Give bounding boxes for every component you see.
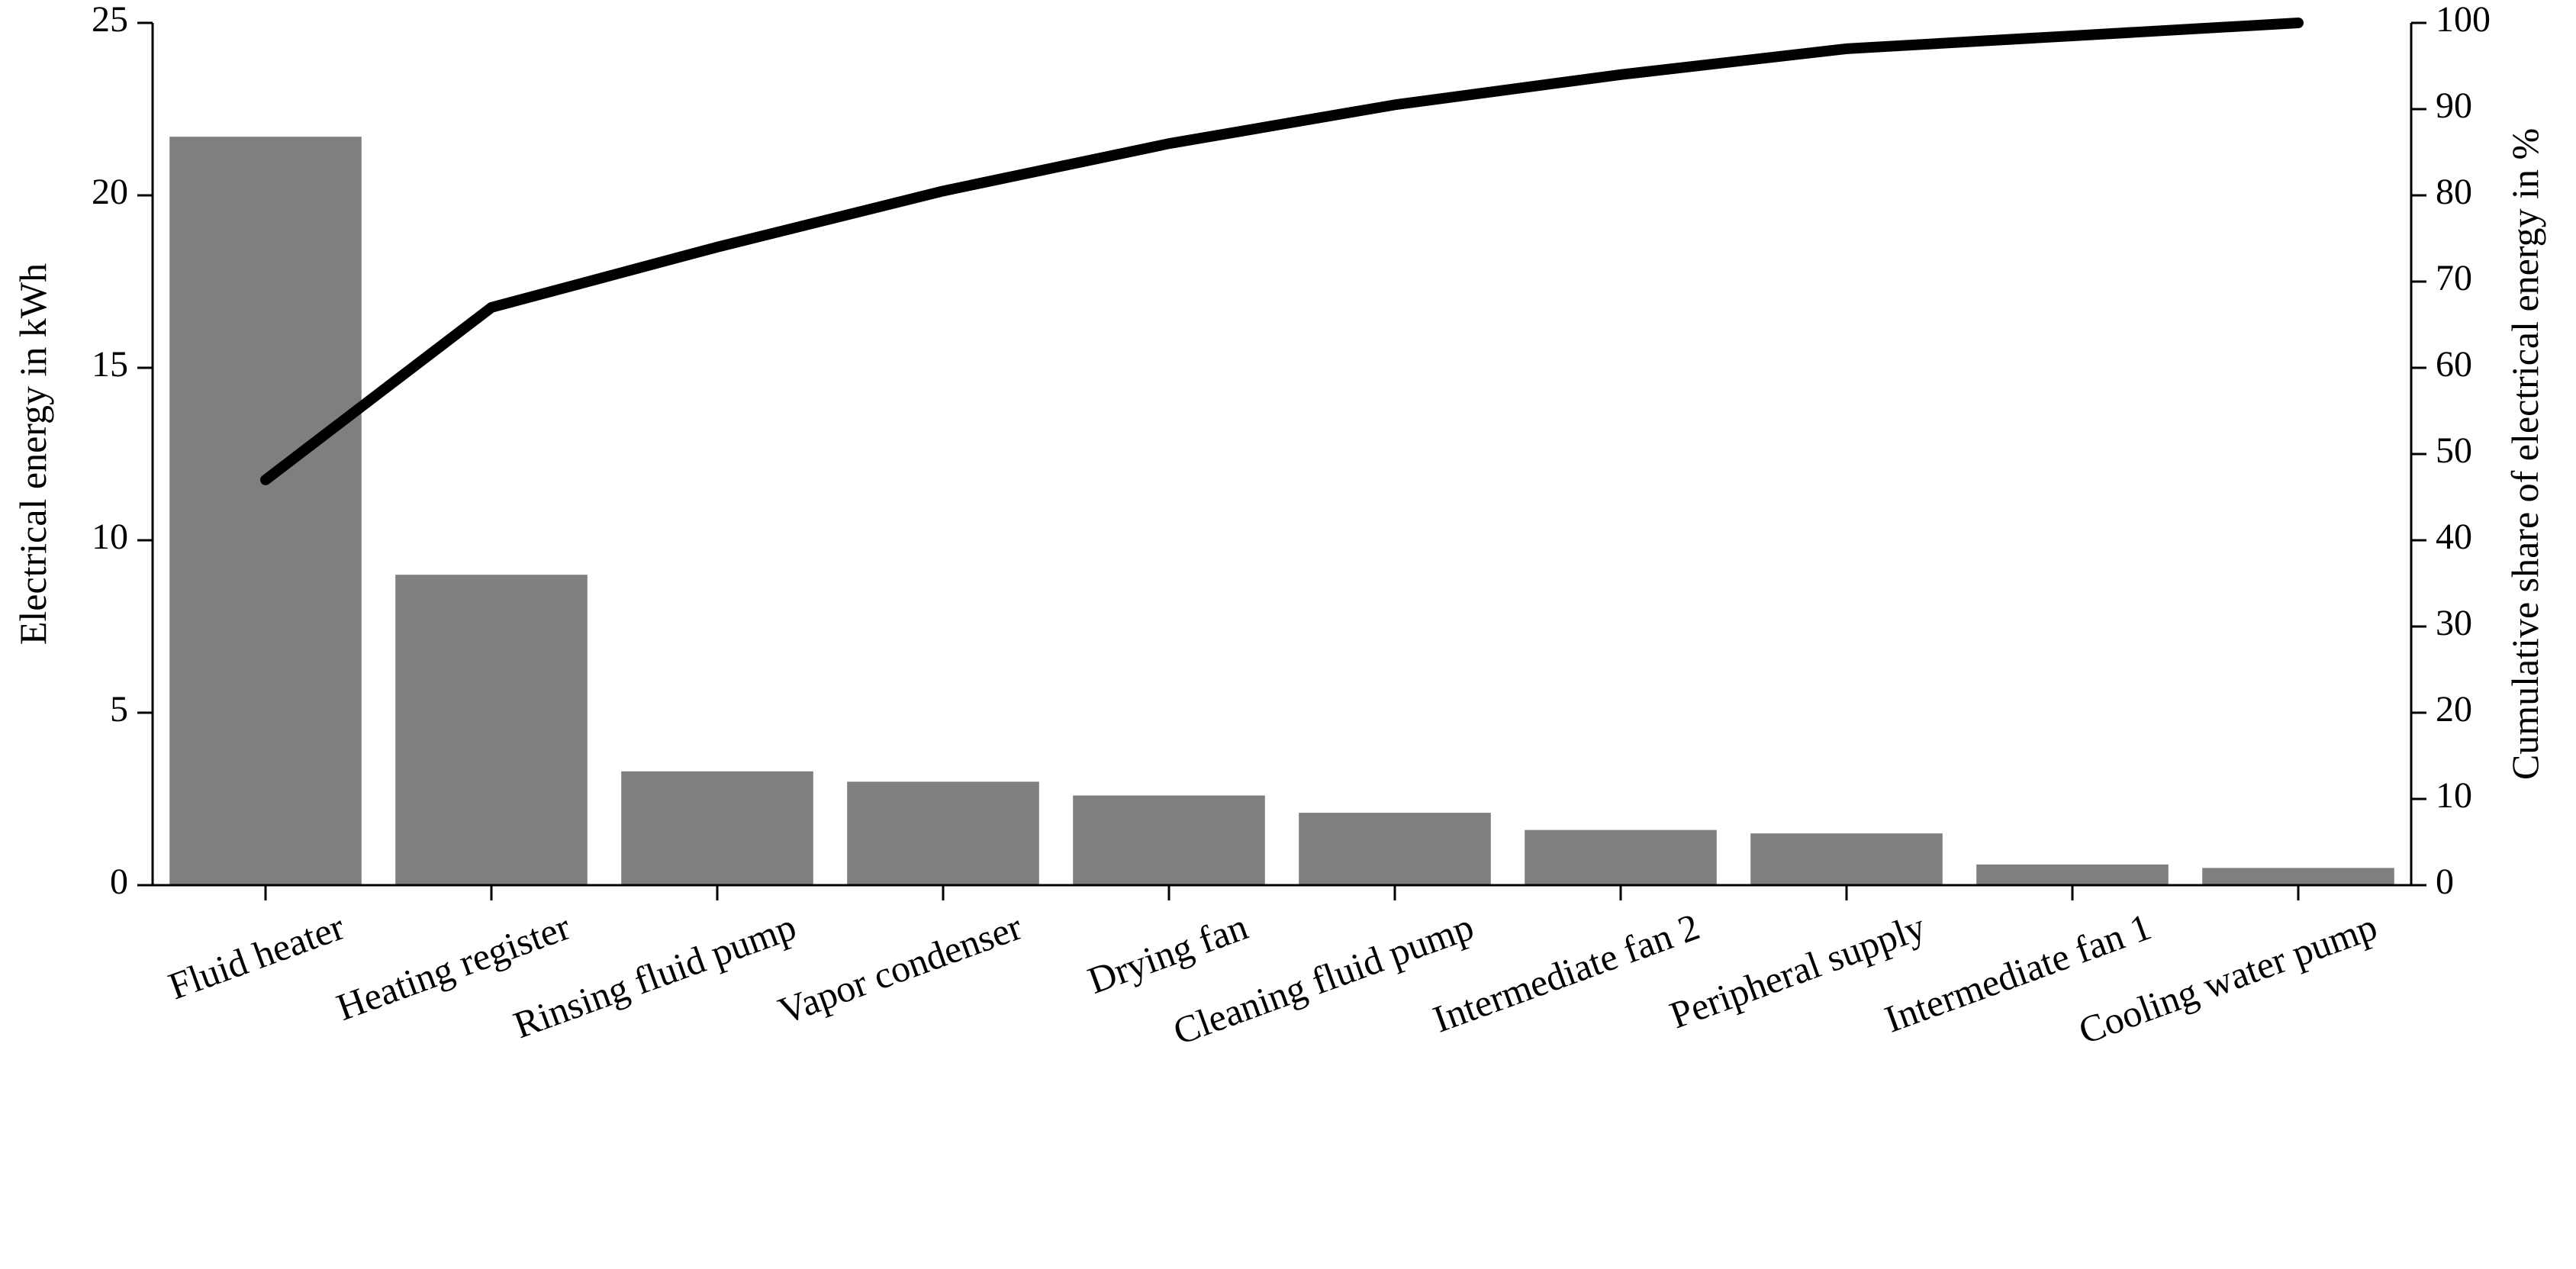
bar <box>2202 868 2394 885</box>
chart-svg: 05101520250102030405060708090100Fluid he… <box>0 0 2576 1269</box>
y2-axis-title: Cumulative share of electrical energy in… <box>2504 128 2546 780</box>
y1-tick-label: 0 <box>110 862 128 902</box>
bar <box>1750 833 1943 885</box>
y1-axis-title: Electrical energy in kWh <box>11 263 54 645</box>
y2-tick-label: 90 <box>2436 85 2472 126</box>
y2-tick-label: 70 <box>2436 258 2472 298</box>
bar <box>1525 830 1717 885</box>
bar <box>1299 813 1491 885</box>
y2-tick-label: 20 <box>2436 689 2472 730</box>
y2-tick-label: 40 <box>2436 517 2472 557</box>
y2-tick-label: 0 <box>2436 862 2454 902</box>
y1-tick-label: 25 <box>92 0 128 40</box>
y1-tick-label: 5 <box>110 689 128 730</box>
y2-tick-label: 100 <box>2436 0 2491 40</box>
y2-tick-label: 30 <box>2436 603 2472 643</box>
y1-tick-label: 10 <box>92 517 128 557</box>
bar <box>169 137 362 885</box>
y2-tick-label: 80 <box>2436 172 2472 212</box>
y1-tick-label: 15 <box>92 344 128 385</box>
pareto-chart: 05101520250102030405060708090100Fluid he… <box>0 0 2576 1269</box>
chart-background <box>0 0 2576 1269</box>
y2-tick-label: 10 <box>2436 775 2472 816</box>
bar <box>395 575 588 885</box>
bar <box>1073 795 1265 885</box>
y1-tick-label: 20 <box>92 172 128 212</box>
bar <box>847 781 1039 885</box>
bar <box>621 771 813 885</box>
bar <box>1976 865 2169 885</box>
y2-tick-label: 50 <box>2436 430 2472 471</box>
y2-tick-label: 60 <box>2436 344 2472 385</box>
